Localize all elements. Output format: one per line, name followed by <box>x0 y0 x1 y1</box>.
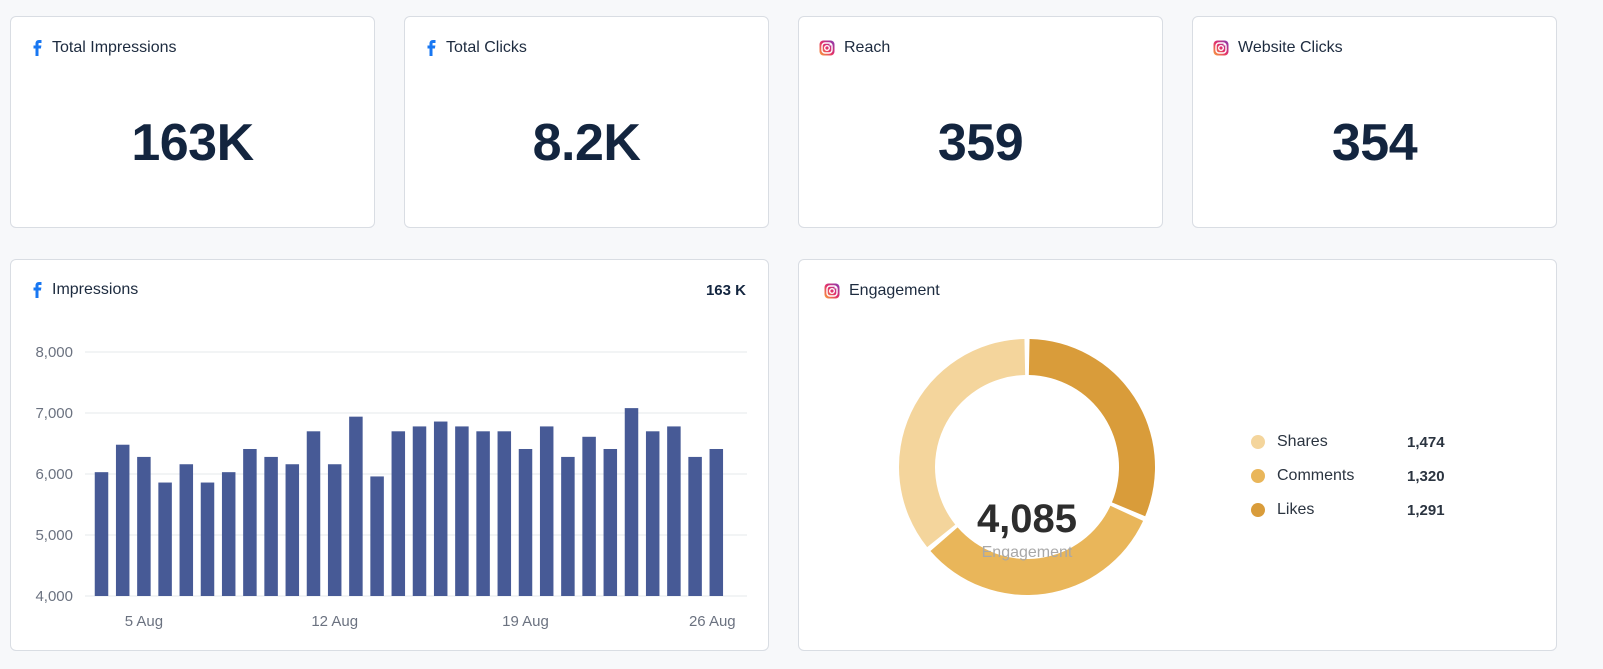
kpi-title-total-impressions: Total Impressions <box>31 39 177 57</box>
kpi-label: Reach <box>844 39 891 56</box>
kpi-value: 163K <box>131 114 254 172</box>
kpi-title-website-clicks: Website Clicks <box>1213 39 1343 57</box>
bar[interactable] <box>264 456 278 596</box>
donut-slice-likes[interactable] <box>1028 339 1155 517</box>
bar[interactable] <box>561 456 575 596</box>
y-tick-label: 8,000 <box>35 344 73 361</box>
bar[interactable] <box>349 416 363 596</box>
bar[interactable] <box>455 426 469 596</box>
kpi-card-reach: Reach 359 <box>798 16 1163 228</box>
legend-swatch <box>1251 435 1265 449</box>
x-tick-label: 5 Aug <box>125 613 163 630</box>
donut-slice-comments[interactable] <box>930 505 1144 595</box>
bar[interactable] <box>476 431 490 596</box>
bar[interactable] <box>497 431 512 596</box>
bar[interactable] <box>200 482 215 596</box>
bar[interactable] <box>518 448 533 596</box>
bar[interactable] <box>624 408 639 596</box>
legend-label: Shares <box>1277 433 1328 450</box>
x-tick-label: 26 Aug <box>689 613 736 630</box>
kpi-label: Total Impressions <box>52 39 177 56</box>
impressions-bar-chart: 4,000 5,000 6,000 7,000 8,000 5 Aug 12 Aug 19 A… <box>35 344 747 630</box>
bar[interactable] <box>709 448 724 596</box>
engagement-card: Engagement 4,085 Engagement Shares 1,474… <box>798 259 1557 651</box>
kpi-card-website-clicks: Website Clicks 354 <box>1192 16 1557 228</box>
x-tick-label: 19 Aug <box>502 613 549 630</box>
kpi-value: 354 <box>1331 114 1418 172</box>
bar[interactable] <box>667 426 681 596</box>
bar[interactable] <box>433 421 448 596</box>
bar[interactable] <box>539 426 554 596</box>
donut-slice-shares[interactable] <box>899 339 1026 548</box>
chart-title: Impressions <box>52 281 139 298</box>
bar[interactable] <box>603 448 618 596</box>
instagram-icon <box>824 283 840 299</box>
bar[interactable] <box>582 436 596 596</box>
legend-value: 1,474 <box>1407 433 1445 451</box>
bar[interactable] <box>370 476 384 596</box>
impressions-chart-card: Impressions 163 K 4,000 5,000 6,000 7,000 8,… <box>10 259 769 651</box>
kpi-title-reach: Reach <box>819 39 890 57</box>
bar[interactable] <box>412 426 427 596</box>
bar[interactable] <box>243 448 257 596</box>
y-tick-label: 4,000 <box>35 588 73 605</box>
legend-label: Likes <box>1277 501 1315 518</box>
legend-swatch <box>1251 503 1265 517</box>
facebook-icon <box>31 282 43 298</box>
bar[interactable] <box>221 472 236 596</box>
chart-title: Engagement <box>849 282 940 299</box>
legend-label: Comments <box>1277 467 1355 484</box>
legend-swatch <box>1251 469 1265 483</box>
kpi-value: 8.2K <box>532 114 641 172</box>
legend-item-shares: Shares 1,474 <box>1251 425 1445 459</box>
legend-item-likes: Likes 1,291 <box>1251 493 1445 527</box>
instagram-icon <box>1213 40 1229 56</box>
facebook-icon <box>425 40 437 56</box>
bar[interactable] <box>306 431 321 596</box>
kpi-value: 359 <box>937 114 1024 172</box>
legend-item-comments: Comments 1,320 <box>1251 459 1445 493</box>
donut-center-label: Engagement <box>982 544 1073 561</box>
facebook-icon <box>31 40 43 56</box>
bar[interactable] <box>179 464 194 596</box>
bar[interactable] <box>688 456 702 596</box>
legend-value: 1,320 <box>1407 467 1445 485</box>
engagement-donut-chart: 4,085 Engagement <box>899 339 1155 595</box>
kpi-label: Website Clicks <box>1238 39 1343 56</box>
kpi-label: Total Clicks <box>446 39 527 56</box>
y-tick-label: 7,000 <box>35 405 73 422</box>
bar[interactable] <box>158 482 172 596</box>
bar[interactable] <box>645 431 660 596</box>
engagement-legend: Shares 1,474 Comments 1,320 Likes 1,291 <box>1251 425 1445 527</box>
impressions-title: Impressions <box>31 281 138 299</box>
y-tick-label: 5,000 <box>35 527 73 544</box>
kpi-card-total-impressions: Total Impressions 163K <box>10 16 375 228</box>
bar[interactable] <box>327 464 342 596</box>
legend-value: 1,291 <box>1407 501 1445 519</box>
y-tick-label: 6,000 <box>35 466 73 483</box>
engagement-title: Engagement <box>824 282 940 300</box>
instagram-icon <box>819 40 835 56</box>
bar[interactable] <box>137 456 151 596</box>
bar[interactable] <box>94 472 109 596</box>
donut-center-value: 4,085 <box>977 497 1077 541</box>
bar[interactable] <box>391 431 406 596</box>
kpi-title-total-clicks: Total Clicks <box>425 39 527 57</box>
bar[interactable] <box>115 444 130 596</box>
x-tick-label: 12 Aug <box>311 613 358 630</box>
bar[interactable] <box>285 464 300 596</box>
kpi-card-total-clicks: Total Clicks 8.2K <box>404 16 769 228</box>
impressions-total: 163 K <box>705 282 746 299</box>
